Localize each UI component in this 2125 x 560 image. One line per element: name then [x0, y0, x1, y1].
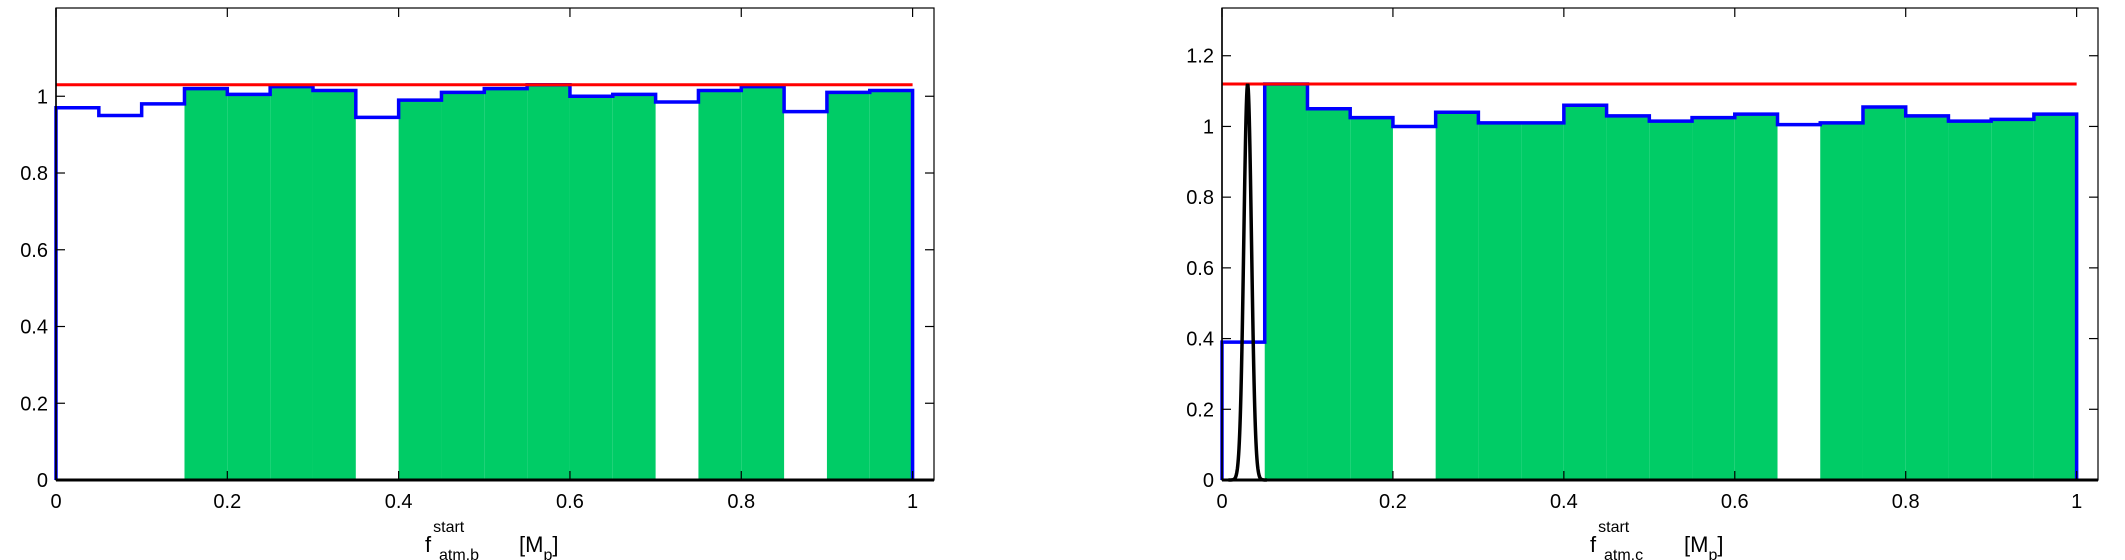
histogram-panel-b: 0 0.2 0.4 0.6 0.8 100.20.40.60.81fstartatm,b[… [20, 7, 935, 560]
x-tick-label: 0.2 [213, 491, 241, 513]
y-tick-label: 0.4 [1186, 329, 1214, 351]
x-axis-label-subscript: atm,b [439, 547, 479, 560]
histogram-bar [1692, 117, 1735, 480]
x-axis-label-unit: [Mp] [1684, 532, 1723, 560]
unit-open: [M [1684, 532, 1708, 557]
x-axis-label-base: f [1590, 532, 1597, 557]
histogram-bar [1478, 122, 1522, 480]
y-tick-label: 0.8 [20, 163, 48, 185]
x-tick-label: 1 [2071, 491, 2082, 513]
histogram-bar [441, 92, 485, 481]
histogram-bar [270, 86, 313, 481]
histogram-bar [1264, 84, 1308, 480]
histogram-bar [1649, 121, 1693, 480]
histogram-bar [484, 88, 528, 481]
x-tick-label: 0 [50, 491, 61, 513]
y-tick-label: 0 [37, 470, 48, 492]
y-tick-label: 0.4 [20, 317, 48, 339]
histogram-bar [826, 92, 870, 481]
x-tick-label: 0.2 [1379, 491, 1407, 513]
x-axis-label-superscript: start [1598, 519, 1630, 536]
y-tick-label: 0.2 [20, 393, 48, 415]
histogram-bar [312, 90, 356, 481]
histogram-bar [184, 88, 228, 481]
y-tick-label: 0.8 [1186, 187, 1214, 209]
histogram-bar [1905, 115, 1949, 480]
histogram-bar [1521, 122, 1564, 480]
histogram-bar [698, 90, 742, 481]
histogram-outline [1220, 82, 2079, 480]
x-axis-label: fstart [1590, 519, 1630, 557]
unit-subscript: p [543, 547, 552, 560]
x-axis-label-unit: [Mp] [519, 532, 558, 560]
x-tick-label: 0.4 [385, 491, 413, 513]
histogram-bar [1734, 114, 1778, 480]
y-tick-label: 0.6 [1186, 258, 1214, 280]
x-tick-label: 0.6 [556, 491, 584, 513]
histogram-bar [527, 84, 570, 480]
y-tick-label: 1 [1203, 116, 1214, 138]
histogram-bar [398, 100, 442, 480]
x-axis-label: fstart [425, 519, 465, 557]
unit-open: [M [519, 532, 543, 557]
histogram-bar [1820, 122, 1863, 480]
histogram-bar [227, 94, 271, 480]
x-tick-label: 0.8 [1892, 491, 1920, 513]
x-axis-label-subscript: atm,c [1604, 547, 1643, 560]
histogram-bar [1991, 119, 2034, 480]
x-tick-label: 0.6 [1721, 491, 1749, 513]
histogram-bar [1563, 105, 1607, 481]
histogram-bar [1307, 108, 1351, 481]
histogram-bar [741, 86, 785, 481]
histogram-panel-c: 0 0.2 0.4 0.6 0.8 100.20.40.60.811.2fstartatm… [1186, 7, 2099, 560]
histogram-bar [1435, 112, 1479, 481]
x-tick-label: 0 [1216, 491, 1227, 513]
x-axis-label-base: f [425, 532, 432, 557]
histogram-bar [1350, 117, 1393, 480]
histogram-bar [612, 94, 656, 480]
y-tick-label: 1.2 [1186, 46, 1214, 68]
histogram-bar [1948, 121, 1992, 480]
unit-close: ] [552, 532, 558, 557]
y-tick-label: 0 [1203, 470, 1214, 492]
y-tick-label: 0.6 [20, 240, 48, 262]
histogram-outline [54, 82, 915, 480]
unit-close: ] [1717, 532, 1723, 557]
x-tick-label: 0.4 [1550, 491, 1578, 513]
peak-curve [1228, 83, 1267, 482]
histogram-bar [1606, 115, 1650, 480]
x-axis-label-superscript: start [433, 519, 465, 536]
y-tick-label: 0.2 [1186, 399, 1214, 421]
histogram-bar [869, 90, 913, 481]
histogram-bar [569, 96, 613, 480]
histogram-bar [1862, 106, 1906, 481]
unit-subscript: p [1708, 547, 1717, 560]
x-tick-label: 0.8 [727, 491, 755, 513]
histogram-bar [2033, 114, 2077, 480]
x-tick-label: 1 [907, 491, 918, 513]
y-tick-label: 1 [37, 86, 48, 108]
